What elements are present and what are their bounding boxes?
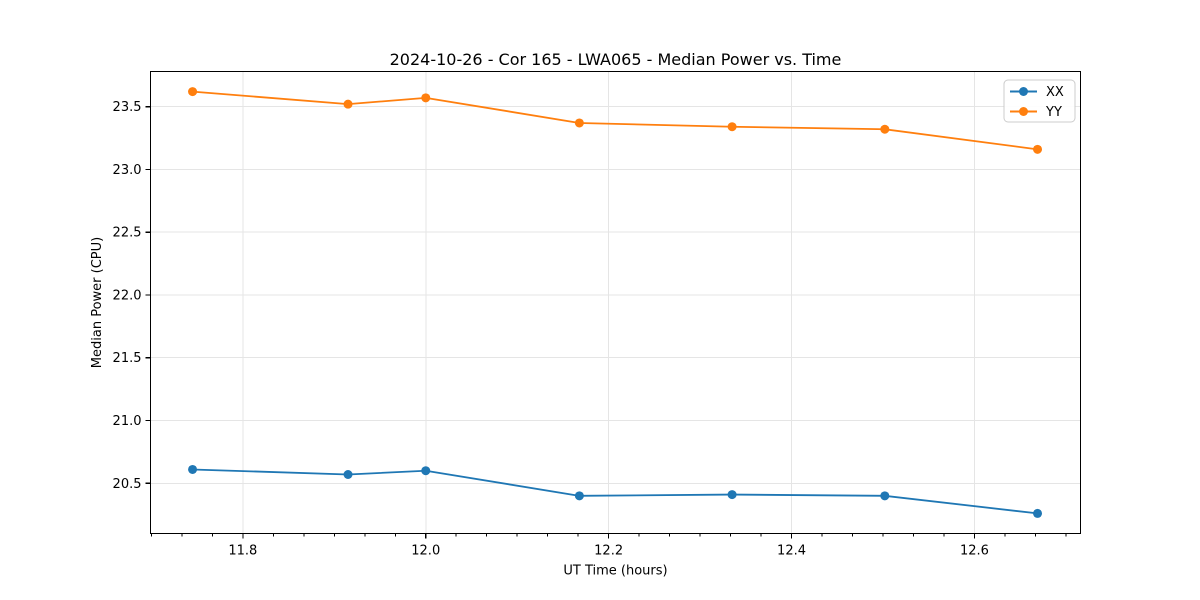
y-tick-label: 22.0 (113, 288, 142, 303)
chart-title: 2024-10-26 - Cor 165 - LWA065 - Median P… (390, 50, 842, 69)
series-YY-marker (727, 122, 737, 132)
legend-label: YY (1045, 105, 1062, 120)
legend-item-XX: XX (1010, 85, 1064, 100)
series-YY-marker (421, 93, 431, 103)
series-YY-marker (188, 87, 198, 97)
legend: XX YY (1003, 79, 1076, 123)
series-XX-marker (421, 466, 431, 476)
legend-label: XX (1046, 85, 1064, 100)
y-tick-label: 21.0 (113, 414, 142, 429)
series-XX-line (191, 468, 1039, 515)
legend-item-YY: YY (1010, 105, 1062, 120)
x-tick-label: 12.2 (594, 544, 623, 559)
series-XX-marker (574, 491, 584, 501)
series-YY-marker (880, 124, 890, 134)
plot-border (149, 70, 1082, 535)
legend-swatch-marker (1019, 107, 1028, 116)
series-XX-marker (188, 464, 198, 474)
y-tick-label: 22.5 (113, 226, 142, 241)
gridlines (150, 71, 1081, 534)
series-XX-marker (343, 469, 353, 479)
legend-swatch-marker (1019, 87, 1028, 96)
x-tick-label: 11.8 (228, 544, 257, 559)
y-tick-label: 21.5 (113, 351, 142, 366)
y-axis-label: Median Power (CPU) (90, 237, 105, 368)
series-XX-marker (1033, 508, 1043, 518)
axes: 11.8 12.0 12.2 12.4 12.6 20.5 21.0 21.5 22.0 22.5… (113, 70, 1082, 559)
x-axis-label: UT Time (hours) (563, 564, 667, 579)
series-YY-line (191, 90, 1039, 151)
x-tick-label: 12.4 (777, 544, 806, 559)
series-XX-marker (727, 490, 737, 500)
x-tick-label: 12.0 (411, 544, 440, 559)
series-YY-marker (343, 99, 353, 109)
data-series (188, 87, 1043, 518)
series-XX-marker (880, 491, 890, 501)
y-tick-label: 20.5 (113, 477, 142, 492)
y-tick-label: 23.5 (113, 100, 142, 115)
x-tick-label: 12.6 (960, 544, 989, 559)
series-YY-marker (574, 118, 584, 128)
series-YY-marker (1033, 144, 1043, 154)
legend-box (1003, 79, 1076, 123)
y-tick-label: 23.0 (113, 163, 142, 178)
